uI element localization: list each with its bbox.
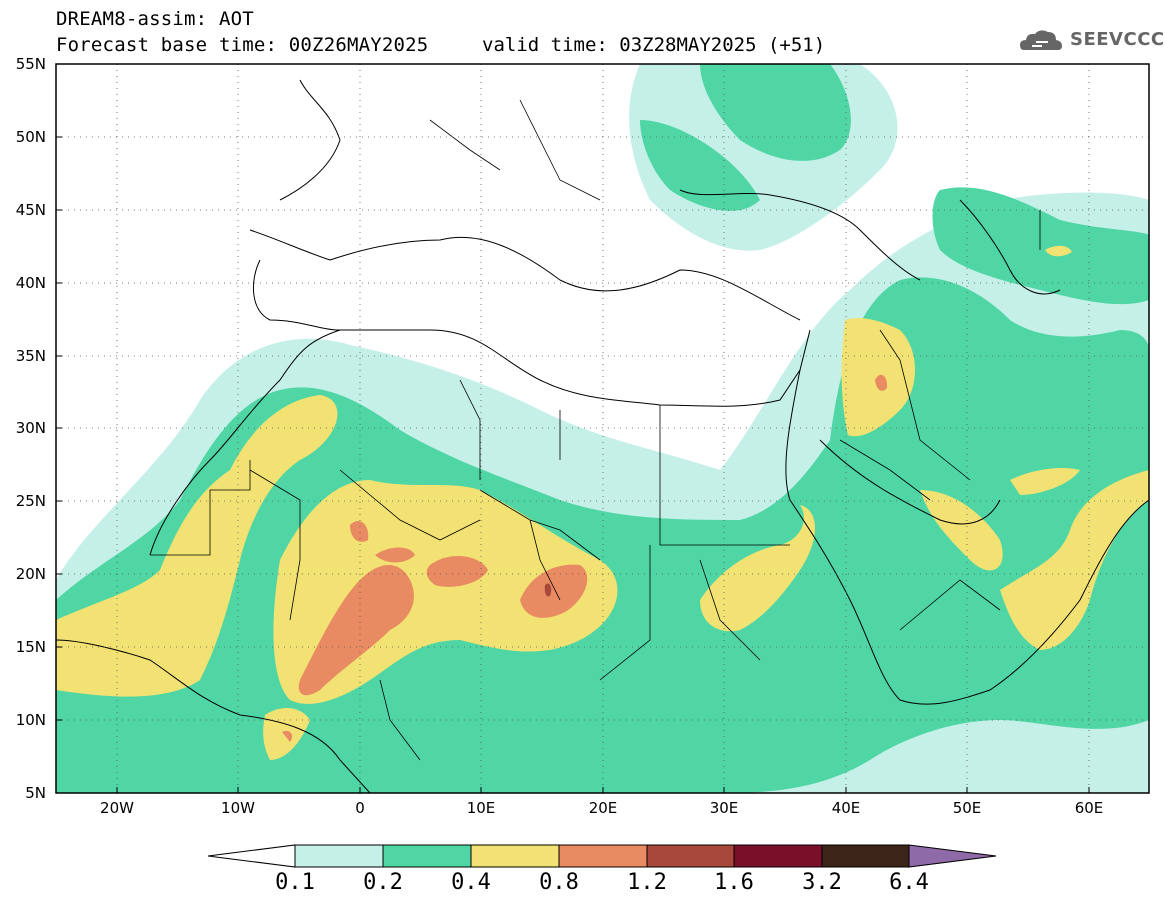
colorbar-label: 0.2 (363, 870, 403, 895)
country-borders (150, 99, 1041, 761)
colorbar-label: 0.8 (539, 870, 579, 895)
colorbar-segment-7 (821, 844, 910, 868)
lat-label: 15N (15, 638, 46, 656)
colorbar-min-arrow (207, 844, 296, 868)
lat-label: 45N (15, 201, 46, 219)
colorbar-segment-3 (470, 844, 560, 868)
lat-label: 40N (15, 274, 46, 292)
lon-label: 50E (952, 799, 982, 817)
lon-label: 10W (221, 799, 255, 817)
aot-band-0.8 (282, 374, 888, 742)
colorbar-segment-2 (382, 844, 472, 868)
lat-label: 25N (15, 492, 46, 510)
lat-label: 50N (15, 128, 46, 146)
lat-label: 30N (15, 419, 46, 437)
colorbar-segment-4 (558, 844, 648, 868)
aot-band-1.2 (544, 583, 552, 597)
seevccc-logo-text: SEEVCCC (1070, 29, 1165, 50)
lat-label: 10N (15, 711, 46, 729)
colorbar (207, 844, 997, 868)
title: DREAM8-assim: AOT (56, 8, 254, 30)
lon-label: 20E (588, 799, 618, 817)
lat-label: 35N (15, 347, 46, 365)
forecast-base-time: Forecast base time: 00Z26MAY2025 (56, 34, 429, 56)
coastlines (56, 79, 1149, 793)
lat-label: 5N (25, 784, 46, 802)
colorbar-label: 0.1 (275, 870, 315, 895)
lat-label: 55N (15, 55, 46, 73)
lon-label: 20W (100, 799, 134, 817)
colorbar-segment-5 (646, 844, 735, 868)
colorbar-label: 1.6 (714, 870, 754, 895)
lon-label: 30E (709, 799, 739, 817)
axis-ticks (56, 63, 1090, 793)
lon-label: 0 (355, 799, 365, 817)
colorbar-label: 3.2 (802, 870, 842, 895)
colorbar-label: 0.4 (451, 870, 491, 895)
lon-label: 10E (466, 799, 496, 817)
cloud-logo-icon (1020, 30, 1062, 50)
colorbar-segment-6 (733, 844, 823, 868)
colorbar-segment-1 (294, 844, 384, 868)
colorbar-label: 1.2 (627, 870, 667, 895)
lon-label: 60E (1074, 799, 1104, 817)
valid-time: valid time: 03Z28MAY2025 (+51) (482, 34, 826, 56)
lat-label: 20N (15, 565, 46, 583)
lon-label: 40E (831, 799, 861, 817)
graticule (56, 64, 1149, 793)
colorbar-max-arrow (908, 844, 997, 868)
colorbar-label: 6.4 (889, 870, 929, 895)
